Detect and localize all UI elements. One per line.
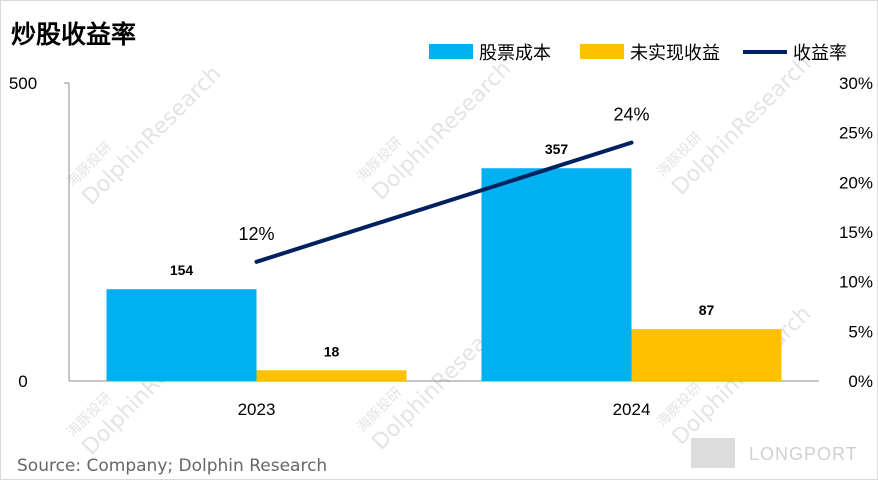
- legend-item: 股票成本: [429, 43, 551, 64]
- bar-value-label: 357: [545, 141, 569, 157]
- legend-swatch: [429, 44, 473, 59]
- y-tick-left: 0: [18, 372, 27, 391]
- line-value-label: 24%: [613, 105, 649, 125]
- legend-swatch: [580, 44, 624, 59]
- bar-value-label: 18: [324, 343, 340, 359]
- y-tick-left: 500: [9, 74, 37, 93]
- y-tick-right: 25%: [839, 124, 873, 143]
- data-labels: 154 357 18 87 12% 24%: [170, 105, 715, 360]
- y-tick-right: 10%: [839, 273, 873, 292]
- brand-watermark: LONGPORT: [691, 438, 858, 468]
- y-tick-right: 15%: [839, 223, 873, 242]
- bar: [256, 370, 407, 381]
- axes: 0 500 0% 5% 10% 15% 20% 25% 30% 2023 2024: [9, 74, 873, 419]
- chart-title: 炒股收益率: [11, 20, 136, 49]
- y-tick-right: 30%: [839, 74, 873, 93]
- legend-label: 股票成本: [479, 43, 551, 64]
- watermark-en: DolphinResearch: [78, 61, 227, 210]
- brand-name: LONGPORT: [749, 444, 858, 464]
- x-tick-label: 2023: [238, 400, 276, 419]
- line-series-path: [254, 140, 634, 264]
- legend-label: 未实现收益: [630, 43, 720, 64]
- source-note: Source: Company; Dolphin Research: [17, 456, 327, 476]
- legend-label: 收益率: [793, 43, 847, 64]
- bars: [106, 168, 782, 381]
- bar-value-label: 87: [699, 302, 715, 318]
- y-tick-right: 5%: [848, 322, 873, 341]
- bar: [106, 289, 257, 381]
- y-tick-right: 0%: [848, 372, 873, 391]
- y-tick-right: 20%: [839, 173, 873, 192]
- watermark-en: DolphinResearch: [668, 51, 817, 200]
- bar: [481, 168, 632, 381]
- legend-item: 收益率: [743, 43, 847, 64]
- bar-value-label: 154: [170, 262, 194, 278]
- bar: [631, 329, 782, 381]
- line-value-label: 12%: [238, 224, 274, 244]
- x-tick-label: 2024: [613, 400, 651, 419]
- legend-item: 未实现收益: [580, 43, 720, 64]
- brand-logo-icon: [691, 438, 735, 468]
- line-series: [254, 140, 634, 264]
- legend: 股票成本 未实现收益 收益率: [429, 43, 847, 64]
